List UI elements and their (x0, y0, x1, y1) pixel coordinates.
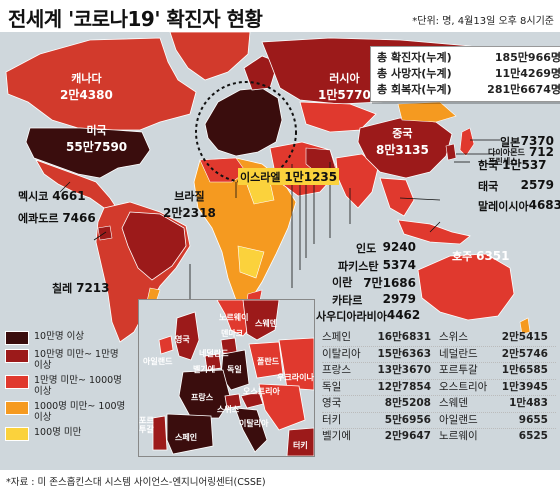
usa (25, 127, 151, 179)
australia (417, 253, 515, 321)
table-row: 이탈리아 15만6363 네덜란드 2만5746 (322, 345, 556, 363)
legend: 10만명 이상 10만명 미만~ 1만명 이상 1만명 미만~ 1000명 이상… (5, 331, 130, 445)
label-pakistan: 파키스탄 5374 (338, 258, 416, 273)
legend-swatch (5, 427, 29, 441)
table-row: 터키 5만6956 아일랜드 9655 (322, 411, 556, 429)
legend-item: 1000명 미만~ 100명 이상 (5, 401, 130, 423)
eu-label-austria: 오스트리아 (243, 387, 280, 396)
brazil (121, 211, 187, 281)
label-diamond-princess: 다이아몬드 프린세스 712 (488, 145, 554, 166)
greenland (169, 32, 251, 81)
legend-swatch (5, 331, 29, 345)
eu-label-ukraine: 우크라이나 (277, 373, 314, 382)
europe (204, 87, 283, 157)
eu-label-ireland: 아일랜드 (143, 357, 173, 366)
label-mexico: 멕시코 4661 (18, 189, 86, 203)
label-korea: 한국 1만537 (478, 158, 547, 172)
label-qatar: 카타르 2979 (332, 292, 416, 307)
eu-label-sweden: 스웨덴 (255, 319, 278, 328)
eu-label-turkey: 터키 (293, 441, 308, 450)
korea (445, 143, 457, 161)
label-ecuador: 에콰도르 7466 (18, 211, 96, 225)
europe-cases-table: 스페인 16만6831 스위스 2만5415 이탈리아 15만6363 네덜란드 2만5… (322, 330, 556, 445)
total-deaths: 총 사망자(누계) 11만4269명 (377, 67, 560, 80)
eu-label-norway: 노르웨이 (219, 313, 249, 322)
eu-label-denmark: 덴마크 (221, 329, 244, 338)
eu-label-poland: 폴란드 (257, 357, 280, 366)
europe-inset-map: 노르웨이 스웨덴 영국 덴마크 네덜란드 아일랜드 벨기에 독일 폴란드 우크라… (138, 299, 315, 457)
label-canada: 캐나다 2만4380 (60, 72, 113, 102)
total-recovered: 총 회복자(누계) 281만6674명 (377, 83, 560, 96)
label-saudi-arabia: 사우디아라비아 4462 (316, 308, 421, 323)
label-brazil: 브라질 2만2318 (163, 190, 216, 220)
table-row: 영국 8만5208 스웨덴 1만483 (322, 395, 556, 412)
legend-item: 100명 미만 (5, 427, 130, 441)
label-israel: 이스라엘 1만1235 (238, 168, 340, 185)
table-row: 프랑스 13만3670 포르투갈 1만6585 (322, 362, 556, 379)
table-row: 벨기에 2만9647 노르웨이 6525 (322, 428, 556, 445)
label-japan: 일본 7370 (500, 134, 554, 149)
label-usa: 미국 55만7590 (66, 124, 128, 154)
eu-label-france: 프랑스 (191, 393, 214, 402)
eu-label-netherlands: 네덜란드 (199, 349, 229, 358)
source-note: *자료 : 미 존스홉킨스대 시스템 사이언스-엔지니어링센터(CSSE) (6, 477, 266, 488)
japan (459, 127, 475, 157)
table-row: 독일 12만7854 오스트리아 1만3945 (322, 378, 556, 396)
label-australia: 호주 6351 (452, 249, 510, 263)
label-malaysia: 말레이시아 4683 (478, 198, 560, 213)
canada (5, 37, 197, 131)
eu-label-italy: 이탈리아 (239, 419, 269, 428)
totals-box: 총 확진자(누계) 185만966명 총 사망자(누계) 11만4269명 총 회복… (370, 46, 560, 102)
eu-label-germany: 독일 (227, 365, 242, 374)
legend-swatch (5, 401, 29, 415)
world-map (0, 32, 560, 470)
label-chile: 칠레 7213 (52, 281, 110, 295)
india (335, 153, 379, 209)
eu-label-portugal: 포르투갈 (139, 416, 154, 434)
legend-item: 10만명 미만~ 1만명 이상 (5, 349, 130, 371)
page-title: 전세계 '코로나19' 확진자 현황 (8, 7, 263, 31)
legend-item: 1만명 미만~ 1000명 이상 (5, 375, 130, 397)
label-russia: 러시아 1만5770 (318, 72, 371, 102)
label-iran: 이란 7만1686 (332, 276, 416, 290)
legend-swatch (5, 349, 29, 363)
total-confirmed: 총 확진자(누계) 185만966명 (377, 51, 560, 64)
table-row: 스페인 16만6831 스위스 2만5415 (322, 331, 548, 343)
label-india: 인도 9240 (356, 240, 416, 255)
eu-label-belgium: 벨기에 (193, 365, 216, 374)
eu-label-uk: 영국 (175, 335, 190, 344)
eu-label-switzerland: 스위스 (217, 405, 240, 414)
label-china: 중국 8만3135 (376, 127, 429, 157)
europe-inset-svg (152, 300, 314, 456)
unit-note: *단위: 명, 4월13일 오후 8시기준 (412, 16, 554, 27)
legend-item: 10만명 이상 (5, 331, 130, 345)
label-thailand: 태국 2579 (478, 178, 554, 193)
eu-label-spain: 스페인 (175, 433, 198, 442)
legend-swatch (5, 375, 29, 389)
